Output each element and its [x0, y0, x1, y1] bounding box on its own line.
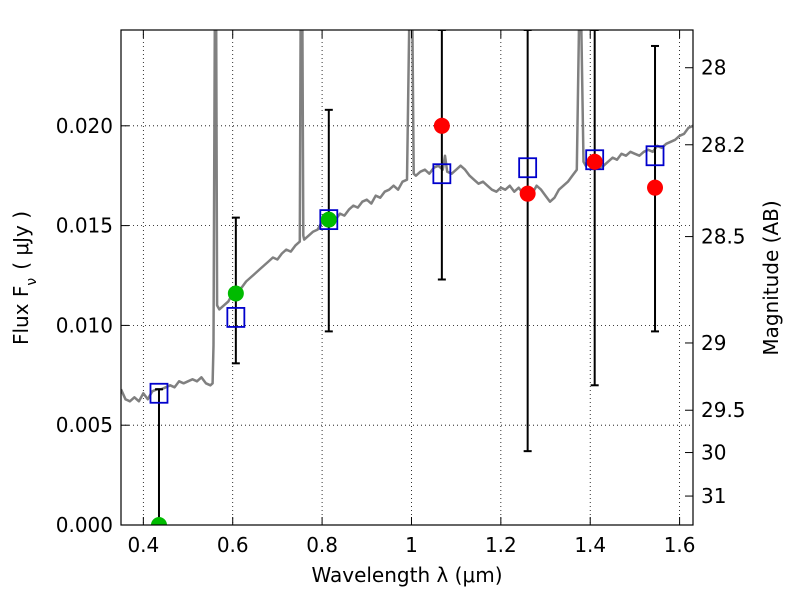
model-square-marker [319, 209, 339, 231]
x-axis-label: Wavelength λ (μm) [311, 563, 502, 587]
y-tick-label: 0.015 [56, 214, 113, 238]
x-tick-label: 1.4 [574, 533, 606, 557]
x-tick-label: 1.6 [664, 533, 696, 557]
model-square-marker [149, 382, 169, 404]
model-square-marker [432, 163, 452, 185]
x-axis-ticks: 0.4 0.6 0.8 1 1.2 1.4 1.6 [127, 30, 696, 557]
y2-tick-label: 28.5 [701, 225, 746, 249]
y-axis-ticks: 0.000 0.005 0.010 0.015 0.020 [56, 114, 129, 537]
y-axis-label-main: Flux F [9, 286, 33, 345]
y2-axis-label-group: Magnitude (AB) [759, 200, 783, 355]
y2-tick-label: 29 [701, 331, 726, 355]
x-tick-label: 1 [405, 533, 418, 557]
photometry-point [320, 211, 337, 228]
x-tick-label: 1.2 [485, 533, 517, 557]
y2-tick-label: 29.5 [701, 398, 746, 422]
y-axis-label-sub: ν [24, 278, 40, 286]
photometry-point [433, 117, 450, 134]
photometry-point [150, 517, 167, 525]
x-tick-label: 0.4 [127, 533, 159, 557]
model-square-marker [645, 145, 665, 167]
y2-axis-label: Magnitude (AB) [759, 200, 783, 355]
y-axis-label-unit: ( μJy ) [9, 211, 33, 270]
y-tick-label: 0.020 [56, 114, 113, 138]
x-tick-label: 0.8 [306, 533, 338, 557]
y2-tick-label: 31 [701, 484, 726, 508]
spectrum-line [121, 30, 693, 403]
photometry-point [647, 179, 664, 196]
model-square-marker [518, 157, 538, 179]
y2-axis-ticks: 28 28.2 28.5 29 29.5 30 31 [685, 56, 746, 508]
y-tick-label: 0.010 [56, 313, 113, 337]
x-tick-label: 0.6 [217, 533, 249, 557]
y-axis-label: Flux Fν ( μJy ) [9, 211, 40, 345]
photometry-point [586, 153, 603, 170]
y-tick-label: 0.005 [56, 413, 113, 437]
photometry-point [519, 185, 536, 202]
plot-area [121, 30, 693, 525]
y-tick-label: 0.000 [56, 513, 113, 537]
y2-tick-label: 28 [701, 56, 726, 80]
y2-tick-label: 28.2 [701, 133, 746, 157]
y2-tick-label: 30 [701, 441, 726, 465]
photometry-point [227, 285, 244, 302]
model-square-marker [226, 307, 246, 328]
plot-frame [120, 29, 694, 526]
y-axis-label-group: Flux Fν ( μJy ) [9, 211, 40, 345]
